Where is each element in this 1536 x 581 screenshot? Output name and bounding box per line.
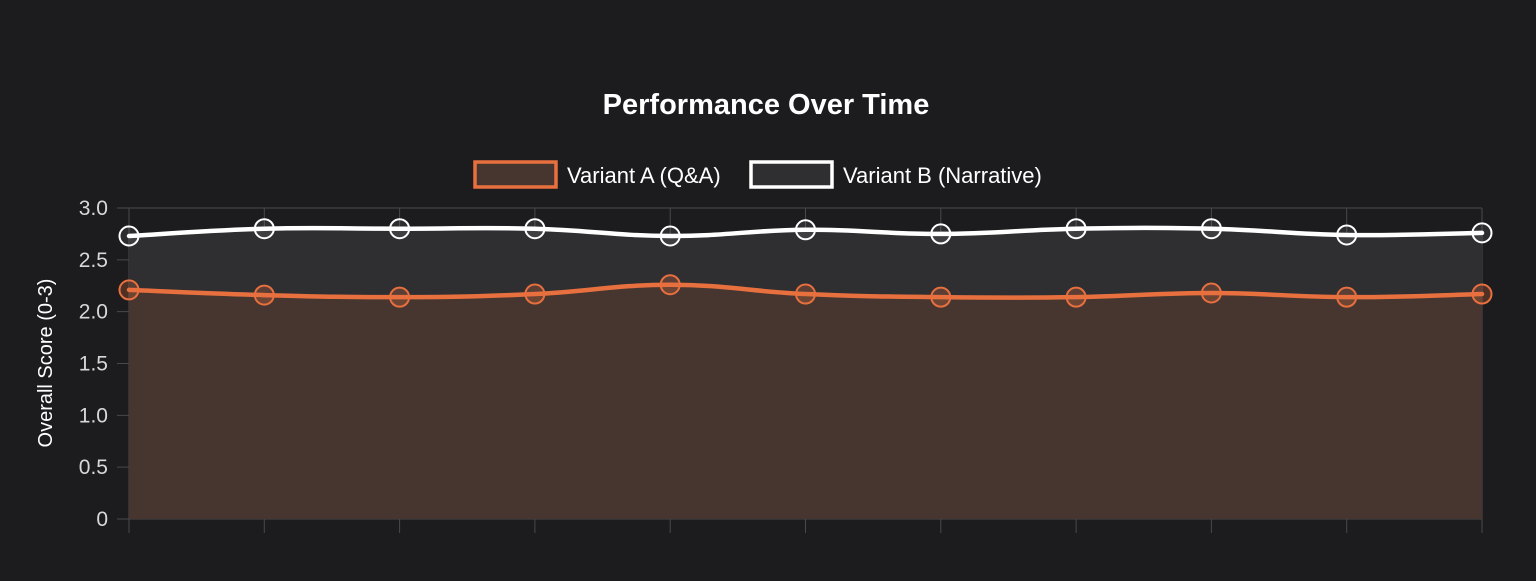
y-axis-label: Overall Score (0-3) xyxy=(35,279,57,448)
area-fills xyxy=(129,227,1482,519)
y-tick-label: 2.5 xyxy=(79,249,108,272)
data-point-series-2[interactable] xyxy=(795,219,816,241)
series-lines xyxy=(126,225,1485,300)
y-tick-label: 2.0 xyxy=(79,301,108,324)
data-point-series-2[interactable] xyxy=(1336,224,1358,246)
chart-title: Performance Over Time xyxy=(603,89,930,121)
data-point-series-1[interactable] xyxy=(389,286,411,308)
legend-label-variant-b: Variant B (Narrative) xyxy=(843,163,1042,188)
series-line-1 xyxy=(126,282,1485,300)
y-tick-label: 0.5 xyxy=(79,456,108,479)
y-tick-label: 1.0 xyxy=(79,404,108,427)
data-point-series-2[interactable] xyxy=(118,225,140,247)
data-point-series-1[interactable] xyxy=(1065,286,1087,308)
data-point-series-2[interactable] xyxy=(524,218,546,240)
legend-swatch-variant-b xyxy=(749,160,834,189)
data-point-series-2[interactable] xyxy=(253,218,275,240)
y-tick-label: 0 xyxy=(96,508,108,531)
data-point-series-1[interactable] xyxy=(524,283,546,305)
data-point-series-2[interactable] xyxy=(389,218,411,240)
y-tick-label: 1.5 xyxy=(79,353,108,376)
data-point-series-1[interactable] xyxy=(118,279,140,301)
y-tick-label: 3.0 xyxy=(79,197,108,220)
data-point-series-1[interactable] xyxy=(1471,283,1493,305)
data-point-series-2[interactable] xyxy=(1471,222,1493,244)
area-fill-series-2 xyxy=(129,227,1482,298)
legend-item-variant-b[interactable]: Variant B (Narrative) xyxy=(749,160,1042,189)
data-point-series-2[interactable] xyxy=(1200,218,1222,240)
area-fill-series-1 xyxy=(129,284,1482,519)
data-point-series-2[interactable] xyxy=(659,225,681,247)
data-point-series-2[interactable] xyxy=(1065,218,1087,240)
legend-item-variant-a[interactable]: Variant A (Q&A) xyxy=(473,160,721,189)
data-point-series-1[interactable] xyxy=(930,286,952,308)
data-point-series-1[interactable] xyxy=(253,284,275,306)
data-point-series-1[interactable] xyxy=(659,274,681,296)
data-point-series-2[interactable] xyxy=(930,223,952,245)
series-line-2 xyxy=(126,225,1485,239)
data-point-series-1[interactable] xyxy=(1200,282,1222,304)
y-tick-labels: 0 0.5 1.0 1.5 2.0 2.5 3.0 xyxy=(79,197,108,531)
data-points xyxy=(118,218,1493,308)
legend: Variant A (Q&A) Variant B (Narrative) xyxy=(473,160,1042,189)
data-point-series-1[interactable] xyxy=(795,283,816,305)
data-point-series-1[interactable] xyxy=(1336,286,1358,308)
legend-label-variant-a: Variant A (Q&A) xyxy=(567,163,721,188)
legend-swatch-variant-a xyxy=(473,160,558,189)
